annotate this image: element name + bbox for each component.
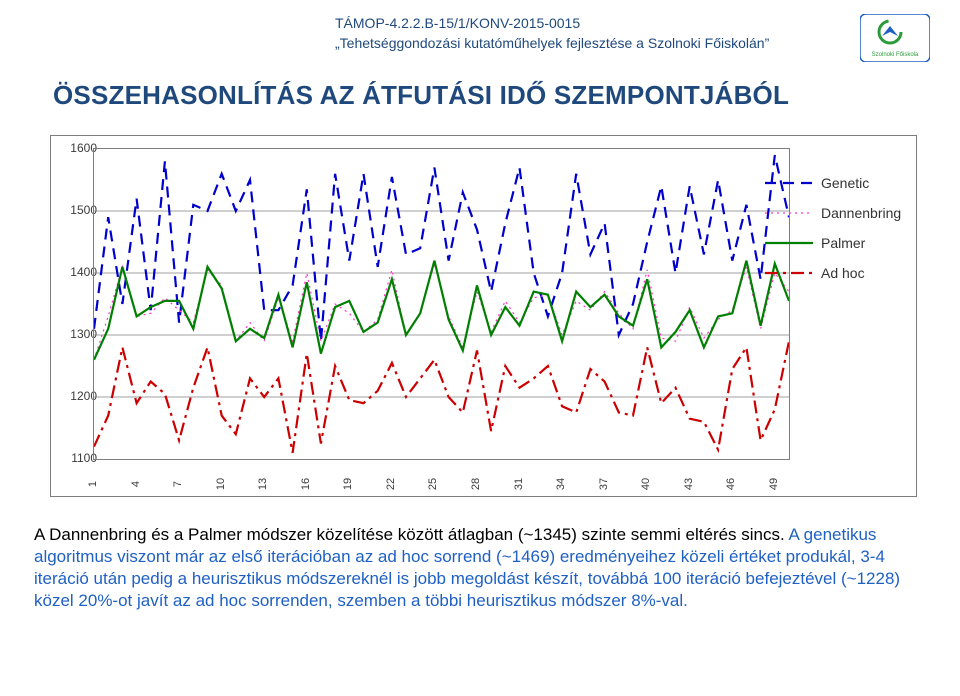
legend-row-genetic: Genetic <box>765 175 901 191</box>
ytick-label: 1100 <box>61 451 97 465</box>
xtick-label: 28 <box>470 476 482 492</box>
xtick-label: 22 <box>385 476 397 492</box>
xtick-label: 46 <box>725 476 737 492</box>
xtick-label: 4 <box>130 476 142 492</box>
project-info: TÁMOP-4.2.2.B-15/1/KONV-2015-0015 „Tehet… <box>335 14 769 53</box>
legend-row-palmer: Palmer <box>765 235 901 251</box>
legend-label: Dannenbring <box>821 205 901 221</box>
ytick-label: 1300 <box>61 327 97 341</box>
xtick-label: 31 <box>513 476 525 492</box>
quote-line: „Tehetséggondozási kutatóműhelyek fejles… <box>335 34 769 54</box>
legend-label: Palmer <box>821 235 865 251</box>
description-paragraph: A Dannenbring és a Palmer módszer közelí… <box>34 524 926 612</box>
series-genetic <box>94 155 789 341</box>
xtick-label: 13 <box>257 476 269 492</box>
xtick-label: 25 <box>427 476 439 492</box>
legend-row-dannenbring: Dannenbring <box>765 205 901 221</box>
legend-row-ad-hoc: Ad hoc <box>765 265 901 281</box>
series-palmer <box>94 261 789 360</box>
header: TÁMOP-4.2.2.B-15/1/KONV-2015-0015 „Tehet… <box>0 0 960 130</box>
xtick-label: 43 <box>683 476 695 492</box>
xtick-label: 10 <box>215 476 227 492</box>
legend: Genetic Dannenbring Palmer Ad hoc <box>765 175 901 295</box>
legend-swatch <box>765 266 813 280</box>
page-title: ÖSSZEHASONLÍTÁS AZ ÁTFUTÁSI IDŐ SZEMPONT… <box>53 80 789 111</box>
svg-text:Szolnoki Főiskola: Szolnoki Főiskola <box>872 52 919 58</box>
legend-label: Ad hoc <box>821 265 865 281</box>
legend-swatch <box>765 176 813 190</box>
xtick-label: 7 <box>172 476 184 492</box>
xtick-label: 40 <box>640 476 652 492</box>
ytick-label: 1500 <box>61 203 97 217</box>
xtick-label: 19 <box>342 476 354 492</box>
plot-area <box>93 148 790 460</box>
legend-swatch <box>765 236 813 250</box>
xtick-label: 49 <box>768 476 780 492</box>
ytick-label: 1400 <box>61 265 97 279</box>
para-part1: A Dannenbring és a Palmer módszer közelí… <box>34 525 789 544</box>
plot-svg <box>94 149 789 459</box>
legend-swatch <box>765 206 813 220</box>
project-line: TÁMOP-4.2.2.B-15/1/KONV-2015-0015 <box>335 14 769 34</box>
legend-label: Genetic <box>821 175 869 191</box>
xtick-label: 34 <box>555 476 567 492</box>
ytick-label: 1200 <box>61 389 97 403</box>
ytick-label: 1600 <box>61 141 97 155</box>
xtick-label: 1 <box>87 476 99 492</box>
xtick-label: 16 <box>300 476 312 492</box>
xtick-label: 37 <box>598 476 610 492</box>
logo: Szolnoki Főiskola <box>860 14 930 62</box>
